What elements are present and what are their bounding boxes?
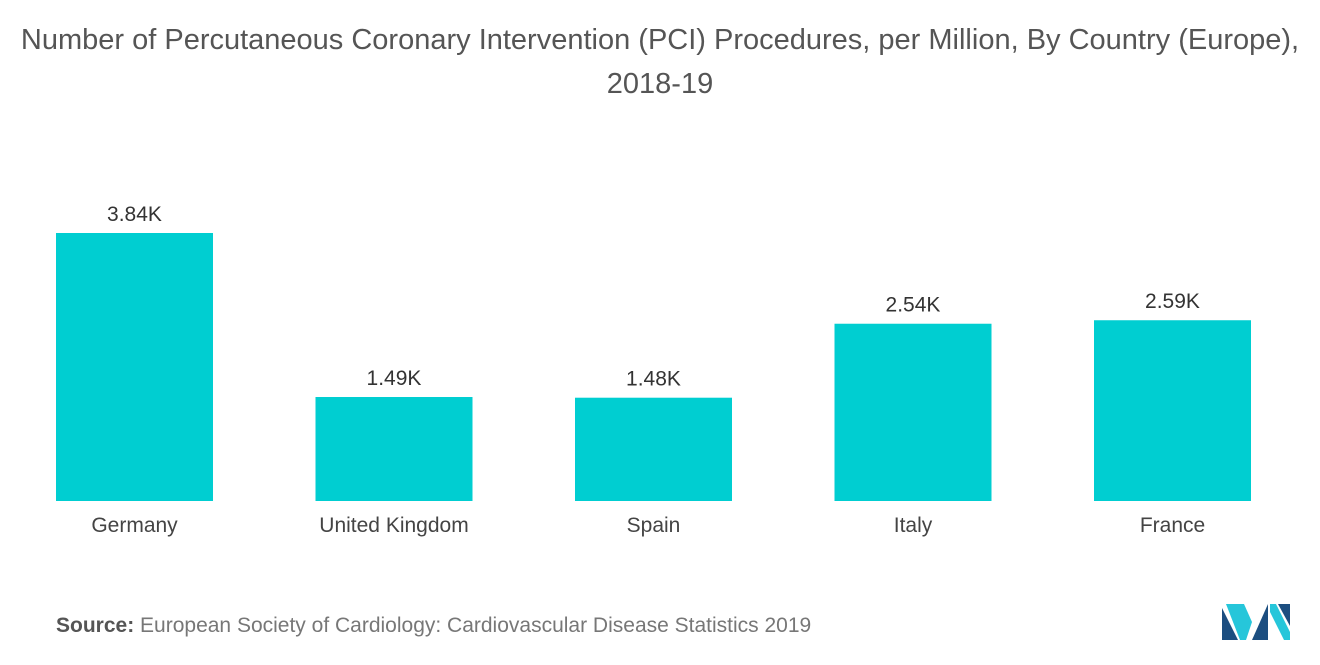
bar-united-kingdom (315, 397, 473, 501)
source-note: Source: European Society of Cardiology: … (56, 614, 811, 638)
bar-spain (575, 397, 732, 501)
chart-title: Number of Percutaneous Coronary Interven… (20, 24, 1300, 100)
category-label: Germany (91, 514, 178, 537)
data-label: 1.48K (626, 368, 681, 391)
bars-group (56, 233, 1251, 501)
bar-italy (834, 323, 992, 501)
data-labels-group: 3.84K 1.49K 1.48K 2.54K 2.59K (107, 203, 1200, 391)
category-label: United Kingdom (319, 514, 468, 537)
data-label: 3.84K (107, 203, 162, 226)
data-label: 2.59K (1145, 290, 1200, 313)
data-label: 2.54K (886, 294, 941, 317)
bar-france (1094, 320, 1251, 501)
bar-germany (56, 233, 213, 501)
category-label: Italy (894, 514, 933, 537)
source-text: European Society of Cardiology: Cardiova… (140, 614, 812, 637)
mordor-intelligence-logo-icon (1222, 604, 1290, 640)
category-labels-group: Germany United Kingdom Spain Italy France (91, 514, 1205, 537)
category-label: Spain (627, 514, 681, 537)
category-label: France (1140, 514, 1205, 537)
bar-chart: 3.84K 1.49K 1.48K 2.54K 2.59K Germany United … (56, 203, 1251, 537)
data-label: 1.49K (367, 367, 422, 390)
source-label: Source: (56, 614, 135, 637)
